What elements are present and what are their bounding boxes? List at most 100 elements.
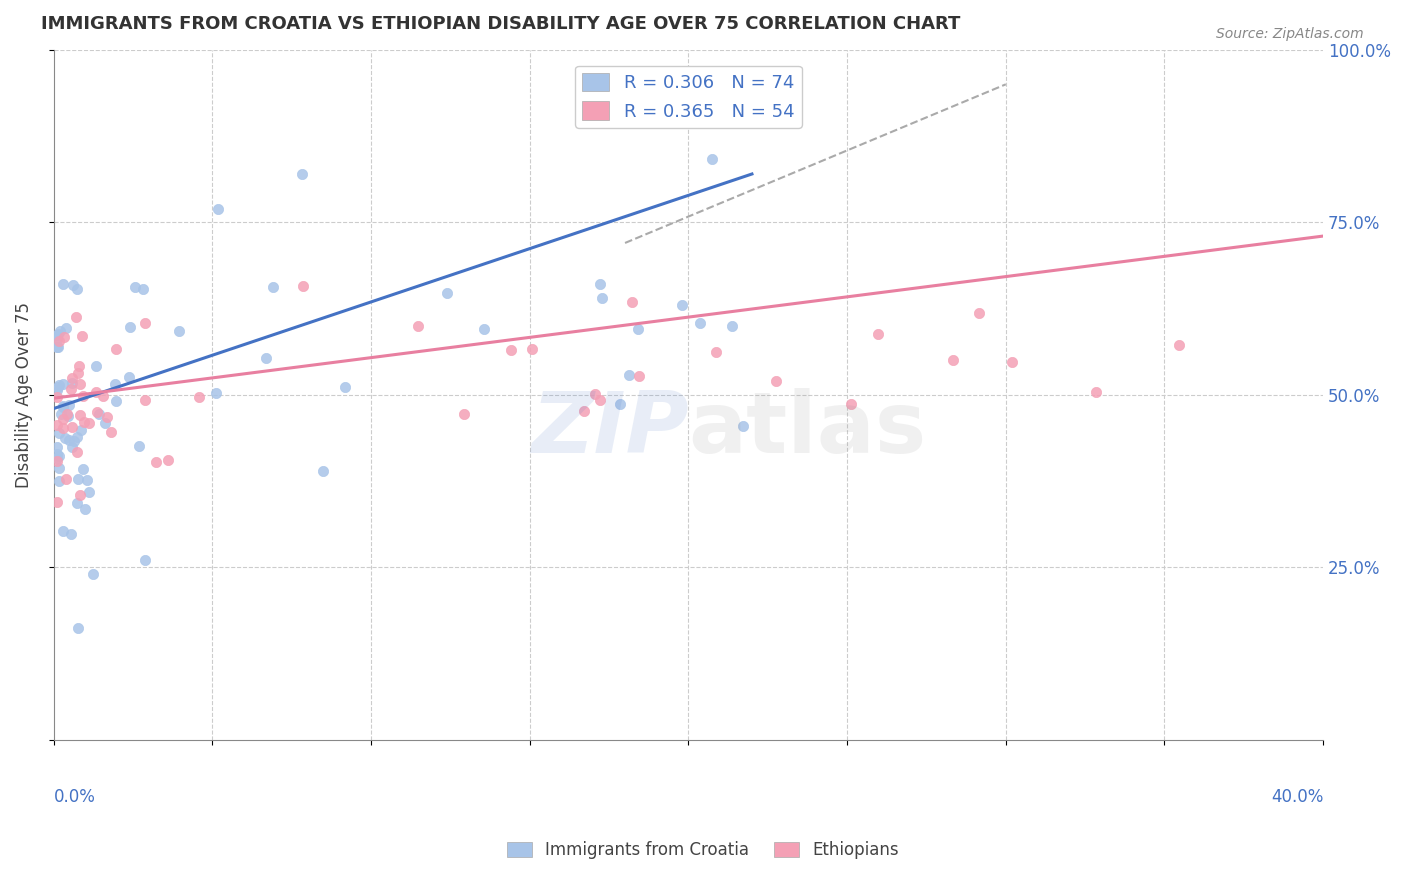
Point [689, 316, 711, 330]
Point [51, 407, 73, 421]
Point [70, 424, 93, 438]
Point [82, 566, 104, 581]
Point [84, 359, 107, 374]
Text: atlas: atlas [689, 388, 927, 471]
Point [60, 420, 83, 434]
Point [591, 292, 613, 306]
Point [472, 321, 495, 335]
Point [207, 202, 229, 216]
Point [118, 369, 141, 384]
Point [134, 392, 156, 407]
Point [104, 342, 127, 356]
Point [46, 332, 69, 346]
Point [169, 324, 191, 338]
Point [56, 409, 79, 423]
Point [589, 277, 612, 291]
Point [700, 152, 723, 166]
Point [84, 384, 107, 399]
Point [77, 416, 100, 430]
Point [333, 380, 356, 394]
Point [65, 310, 87, 324]
Point [60, 376, 83, 390]
Point [46, 380, 69, 394]
Point [63, 434, 86, 448]
Point [124, 279, 146, 293]
Point [128, 439, 150, 453]
Legend: Immigrants from Croatia, Ethiopians: Immigrants from Croatia, Ethiopians [501, 835, 905, 866]
Point [46, 495, 69, 509]
Text: 0.0%: 0.0% [53, 788, 96, 805]
Text: ZIP: ZIP [531, 388, 689, 471]
Point [501, 343, 523, 358]
Point [66, 496, 89, 510]
Point [1084, 385, 1107, 400]
Point [583, 387, 606, 401]
Point [55, 431, 77, 445]
Point [55, 321, 77, 335]
Point [134, 553, 156, 567]
Point [46, 327, 69, 342]
Point [51, 412, 73, 426]
Point [765, 374, 787, 388]
Point [292, 279, 315, 293]
Point [46, 341, 69, 355]
Point [453, 407, 475, 421]
Point [262, 280, 284, 294]
Point [69, 377, 91, 392]
Point [77, 484, 100, 499]
Point [46, 440, 69, 454]
Point [720, 318, 742, 333]
Point [72, 462, 94, 476]
Y-axis label: Disability Age Over 75: Disability Age Over 75 [15, 301, 32, 488]
Point [48, 377, 70, 392]
Point [520, 342, 543, 356]
Text: 40.0%: 40.0% [1271, 788, 1323, 805]
Point [134, 316, 156, 330]
Point [572, 404, 595, 418]
Point [312, 464, 335, 478]
Point [66, 367, 89, 381]
Point [66, 621, 89, 635]
Point [55, 407, 77, 421]
Point [96, 410, 118, 425]
Point [70, 329, 93, 343]
Point [733, 419, 755, 434]
Point [60, 370, 83, 384]
Point [52, 524, 75, 538]
Point [436, 286, 458, 301]
Point [86, 405, 108, 419]
Point [628, 368, 651, 383]
Point [291, 167, 314, 181]
Point [60, 382, 83, 396]
Point [67, 359, 90, 373]
Point [66, 430, 89, 444]
Point [132, 282, 155, 296]
Point [72, 389, 94, 403]
Point [66, 445, 89, 459]
Point [205, 385, 228, 400]
Point [48, 449, 70, 463]
Point [48, 425, 70, 440]
Point [69, 487, 91, 501]
Point [48, 334, 70, 348]
Point [58, 398, 80, 412]
Point [100, 425, 122, 439]
Point [46, 390, 69, 404]
Point [69, 408, 91, 422]
Point [1001, 355, 1024, 369]
Point [46, 340, 69, 354]
Point [704, 345, 727, 359]
Point [609, 397, 631, 411]
Point [76, 473, 98, 487]
Legend: R = 0.306   N = 74, R = 0.365   N = 54: R = 0.306 N = 74, R = 0.365 N = 54 [575, 66, 801, 128]
Point [91, 389, 114, 403]
Point [58, 433, 80, 447]
Point [46, 450, 69, 465]
Point [60, 526, 83, 541]
Point [52, 277, 75, 292]
Point [48, 460, 70, 475]
Text: Source: ZipAtlas.com: Source: ZipAtlas.com [1216, 27, 1364, 41]
Point [52, 399, 75, 413]
Point [188, 390, 211, 404]
Point [620, 294, 643, 309]
